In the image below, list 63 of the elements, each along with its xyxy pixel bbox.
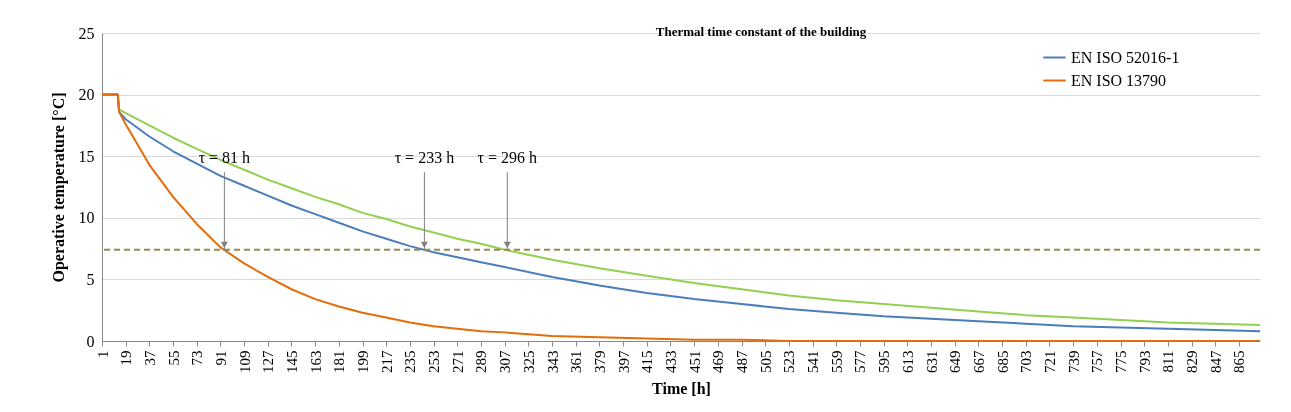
x-tick-label: 703 [1018, 350, 1035, 373]
x-tick-label: 289 [473, 350, 490, 373]
x-tick-label: 397 [615, 350, 632, 373]
x-tick-label: 577 [852, 350, 869, 373]
x-tick-label: 487 [734, 350, 751, 373]
y-tick-label: 15 [78, 147, 95, 165]
y-tick-label: 20 [78, 86, 95, 104]
x-axis-title: Time [h] [652, 380, 711, 397]
x-tick-label: 829 [1184, 350, 1201, 373]
y-tick-label: 5 [86, 270, 95, 288]
x-tick-label: 181 [331, 350, 348, 373]
x-tick-label: 775 [1113, 350, 1130, 373]
x-tick-label: 667 [970, 350, 987, 373]
x-tick-label: 127 [260, 350, 277, 373]
annotation: τ = 233 h [394, 148, 455, 166]
x-tick-label: 541 [805, 350, 822, 373]
y-tick-label: 10 [78, 209, 95, 227]
x-tick-label: 361 [568, 350, 585, 373]
x-tick-label: 325 [520, 350, 537, 373]
x-tick-label: 523 [781, 350, 798, 373]
legend-label: EN ISO 13790 [1071, 71, 1167, 89]
x-tick-label: 613 [899, 350, 916, 373]
x-tick-label: 217 [378, 350, 395, 373]
x-tick-label: 37 [141, 350, 158, 366]
x-tick-label: 505 [757, 350, 774, 373]
x-tick-label: 811 [1160, 350, 1177, 373]
x-tick-label: 649 [947, 350, 964, 373]
x-tick-label: 145 [283, 350, 300, 373]
x-tick-label: 307 [497, 350, 514, 373]
x-tick-label: 73 [189, 350, 206, 366]
y-tick-label: 0 [86, 332, 95, 350]
x-tick-label: 91 [212, 350, 229, 366]
chart-title: Thermal time constant of the building [655, 24, 867, 39]
x-tick-label: 595 [876, 350, 893, 373]
x-tick-label: 793 [1136, 350, 1153, 373]
x-tick-label: 721 [1041, 350, 1058, 373]
x-tick-label: 199 [355, 350, 372, 373]
x-tick-label: 451 [686, 350, 703, 373]
x-tick-label: 379 [591, 350, 608, 373]
x-tick-label: 469 [710, 350, 727, 373]
x-tick-label: 1 [94, 350, 111, 358]
x-tick-label: 433 [662, 350, 679, 373]
x-tick-label: 847 [1207, 350, 1224, 373]
x-tick-label: 235 [402, 350, 419, 373]
x-tick-label: 55 [165, 350, 182, 366]
x-tick-label: 343 [544, 350, 561, 373]
y-tick-label: 25 [78, 24, 95, 42]
annotation: τ = 296 h [477, 148, 538, 166]
y-axis-title: Operative temperature [°C] [49, 92, 68, 283]
x-tick-label: 757 [1089, 350, 1106, 373]
x-tick-label: 163 [307, 350, 324, 373]
x-tick-label: 685 [994, 350, 1011, 373]
x-tick-label: 415 [639, 350, 656, 373]
x-tick-label: 631 [923, 350, 940, 373]
legend-label: EN ISO 52016-1 [1071, 48, 1180, 66]
x-tick-label: 109 [236, 350, 253, 373]
x-tick-label: 19 [118, 350, 135, 366]
x-tick-label: 739 [1065, 350, 1082, 373]
x-tick-label: 253 [426, 350, 443, 373]
x-tick-label: 271 [449, 350, 466, 373]
annotation: τ = 81 h [198, 148, 251, 166]
x-tick-label: 865 [1231, 350, 1248, 373]
x-tick-label: 559 [828, 350, 845, 373]
